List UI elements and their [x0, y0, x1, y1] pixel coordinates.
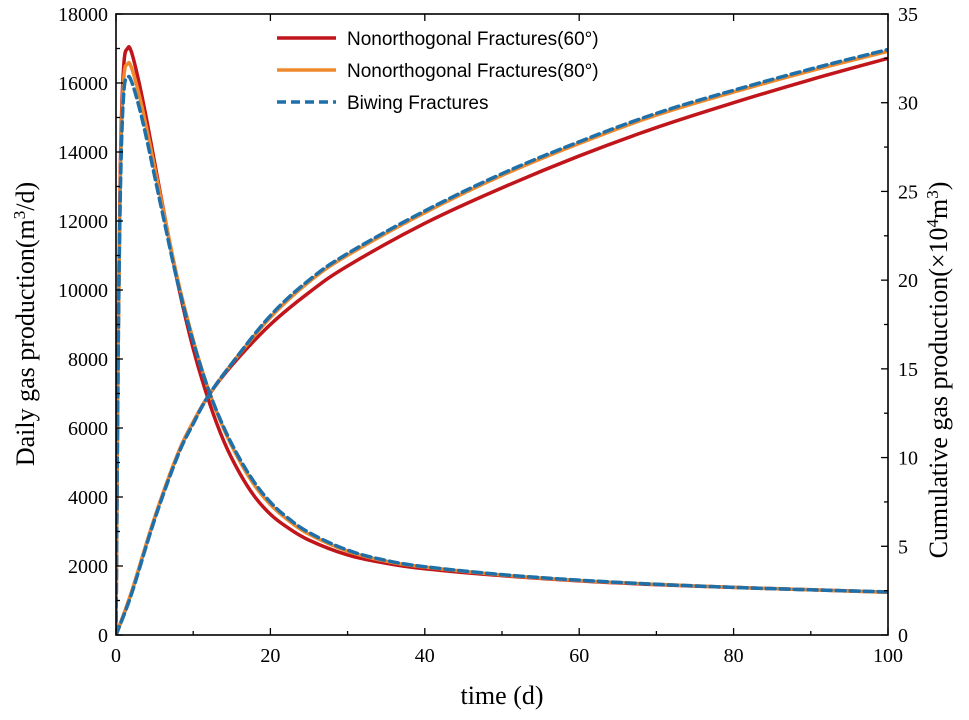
series-line-daily-nonorthogonal-80	[116, 60, 888, 635]
y-left-tick-label: 6000	[68, 418, 108, 440]
x-axis: 0 20 40 60 80 100	[111, 14, 903, 667]
series-line-cumulative-nonorthogonal-80	[116, 49, 888, 635]
y-left-tick-label: 4000	[68, 487, 108, 509]
series-layer	[116, 45, 888, 635]
x-tick-label: 20	[260, 645, 280, 667]
y-left-tick-label: 10000	[58, 280, 108, 302]
series-line-daily-nonorthogonal-60	[116, 45, 888, 635]
x-tick-label: 40	[415, 645, 435, 667]
y-left-tick-label: 8000	[68, 349, 108, 371]
x-tick-label: 100	[873, 645, 903, 667]
y-right-tick-label: 35	[898, 4, 918, 26]
y-left-tick-label: 14000	[58, 142, 108, 164]
series-line-daily-biwing	[116, 74, 888, 635]
y-left-tick-label: 18000	[58, 4, 108, 26]
y-right-tick-label: 25	[898, 181, 918, 203]
y-axis-right: 0 5 10 15 20 25 30 35	[881, 4, 918, 647]
x-tick-label: 80	[724, 645, 744, 667]
y-right-tick-label: 15	[898, 359, 918, 381]
y-right-tick-label: 10	[898, 448, 918, 470]
y-right-tick-label: 30	[898, 93, 918, 115]
y-right-tick-label: 5	[898, 536, 908, 558]
y-right-tick-label: 20	[898, 270, 918, 292]
legend: Nonorthogonal Fractures(60°) Nonorthogon…	[277, 29, 599, 114]
y-axis-right-title: Cumulative gas production(×104m3)	[923, 182, 953, 559]
x-axis-title: time (d)	[460, 681, 543, 710]
y-right-tick-label: 0	[898, 625, 908, 647]
plot-frame	[115, 13, 889, 636]
series-line-cumulative-nonorthogonal-60	[116, 56, 888, 635]
y-axis-left: 0 2000 4000 6000 8000 10000 12000 14000 16000 180…	[58, 4, 123, 647]
y-left-tick-label: 12000	[58, 211, 108, 233]
legend-label-biwing: Biwing Fractures	[347, 93, 489, 114]
legend-label-60: Nonorthogonal Fractures(60°)	[347, 29, 599, 50]
x-tick-label: 0	[111, 645, 121, 667]
legend-label-80: Nonorthogonal Fractures(80°)	[347, 61, 599, 82]
x-tick-label: 60	[569, 645, 589, 667]
series-line-cumulative-biwing	[116, 47, 888, 635]
y-axis-left-title: Daily gas production(m3/d)	[10, 182, 40, 466]
y-left-tick-label: 0	[98, 625, 108, 647]
y-left-tick-label: 16000	[58, 73, 108, 95]
y-left-tick-label: 2000	[68, 556, 108, 578]
